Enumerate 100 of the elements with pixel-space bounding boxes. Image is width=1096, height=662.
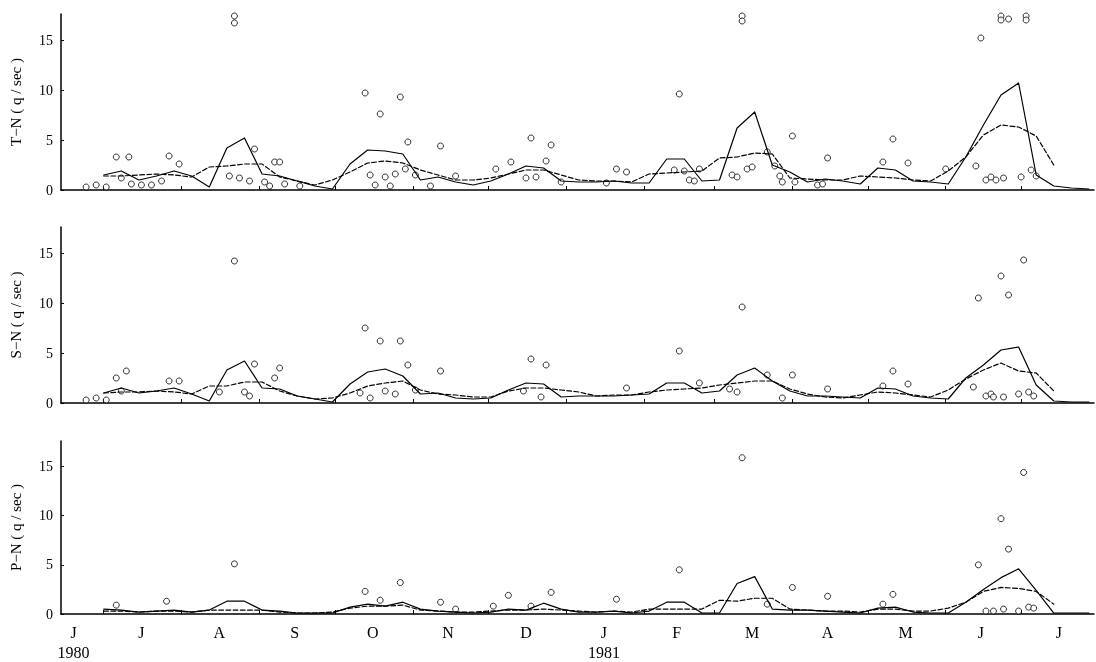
point bbox=[1025, 388, 1033, 396]
x-tick-label: M bbox=[745, 623, 760, 641]
y-tick-label: 5 bbox=[46, 557, 53, 573]
point bbox=[230, 560, 238, 568]
point bbox=[519, 387, 527, 395]
point bbox=[361, 587, 369, 595]
point bbox=[1000, 605, 1008, 613]
point bbox=[997, 272, 1005, 280]
point bbox=[738, 303, 746, 311]
point bbox=[974, 561, 982, 569]
point bbox=[1020, 256, 1028, 264]
point bbox=[437, 367, 445, 375]
y-tick-label: 15 bbox=[39, 459, 53, 475]
point bbox=[1005, 291, 1013, 299]
point bbox=[376, 596, 384, 604]
point bbox=[612, 595, 620, 603]
point bbox=[879, 600, 887, 608]
point bbox=[1015, 607, 1023, 615]
point bbox=[675, 566, 683, 574]
point bbox=[92, 394, 100, 402]
point bbox=[122, 367, 130, 375]
y-tick-label: 15 bbox=[39, 245, 53, 261]
point bbox=[738, 454, 746, 462]
point bbox=[396, 579, 404, 587]
point bbox=[504, 591, 512, 599]
point bbox=[163, 597, 171, 605]
y-tick-label: 5 bbox=[46, 345, 53, 361]
point bbox=[989, 607, 997, 615]
x-tick-label: J bbox=[138, 623, 145, 641]
point bbox=[824, 385, 832, 393]
x-tick-label: F bbox=[672, 623, 682, 641]
point bbox=[537, 393, 545, 401]
point bbox=[969, 383, 977, 391]
point bbox=[547, 588, 555, 596]
point bbox=[489, 602, 497, 610]
y-axis-title: T−N ( q / sec ) bbox=[7, 57, 25, 147]
point bbox=[997, 515, 1005, 523]
y-tick-label: 10 bbox=[39, 82, 53, 98]
point bbox=[112, 374, 120, 382]
point bbox=[102, 396, 110, 404]
point bbox=[271, 374, 279, 382]
point bbox=[376, 337, 384, 345]
y-tick-label: 15 bbox=[39, 32, 53, 48]
y-tick-label: 5 bbox=[46, 132, 53, 148]
point bbox=[366, 394, 374, 402]
y-tick-label: 10 bbox=[39, 508, 53, 524]
point bbox=[1020, 468, 1028, 476]
y-tick-label: 0 bbox=[46, 395, 53, 411]
point bbox=[276, 364, 284, 372]
point bbox=[112, 601, 120, 609]
point bbox=[175, 377, 183, 385]
point bbox=[396, 337, 404, 345]
point bbox=[788, 583, 796, 591]
y-tick-label: 10 bbox=[39, 295, 53, 311]
x-tick-label: S bbox=[290, 623, 300, 641]
point bbox=[974, 294, 982, 302]
point bbox=[1000, 393, 1008, 401]
x-tick-label: J bbox=[1055, 623, 1062, 641]
point bbox=[215, 388, 223, 396]
point bbox=[246, 392, 253, 400]
point bbox=[1030, 392, 1038, 400]
point bbox=[824, 592, 832, 600]
point bbox=[778, 394, 786, 402]
point bbox=[695, 379, 703, 387]
point bbox=[623, 384, 631, 392]
x-tick-label: A bbox=[213, 623, 226, 641]
point bbox=[404, 361, 412, 369]
point bbox=[982, 607, 990, 615]
x-tick-label: J 1981 bbox=[587, 623, 620, 661]
x-tick-label: J bbox=[977, 623, 985, 641]
point bbox=[1030, 604, 1038, 612]
point bbox=[726, 385, 734, 393]
x-tick-label: O bbox=[366, 623, 379, 641]
y-tick-label: 0 bbox=[46, 606, 53, 622]
x-tick-label: N bbox=[442, 623, 455, 641]
point bbox=[1005, 545, 1013, 553]
point bbox=[542, 361, 550, 369]
point bbox=[356, 389, 364, 397]
point bbox=[240, 388, 248, 396]
x-tick-label: M bbox=[898, 623, 913, 641]
x-tick-label: J 1980 bbox=[57, 623, 90, 661]
point bbox=[733, 388, 741, 396]
point bbox=[391, 390, 399, 398]
point bbox=[251, 360, 259, 368]
point bbox=[889, 367, 897, 375]
y-tick-label: 0 bbox=[46, 182, 53, 198]
point bbox=[675, 347, 683, 355]
y-axis-title: P−N ( q / sec ) bbox=[7, 483, 25, 572]
point bbox=[904, 380, 912, 388]
point bbox=[788, 371, 796, 379]
y-axis-title: S−N ( q / sec ) bbox=[7, 271, 25, 359]
point bbox=[527, 355, 535, 363]
point bbox=[1015, 390, 1023, 398]
point bbox=[437, 598, 445, 606]
point bbox=[165, 377, 173, 385]
point bbox=[230, 257, 238, 265]
point bbox=[82, 396, 90, 404]
x-tick-label: D bbox=[520, 623, 532, 641]
point bbox=[889, 590, 897, 598]
point bbox=[381, 387, 389, 395]
